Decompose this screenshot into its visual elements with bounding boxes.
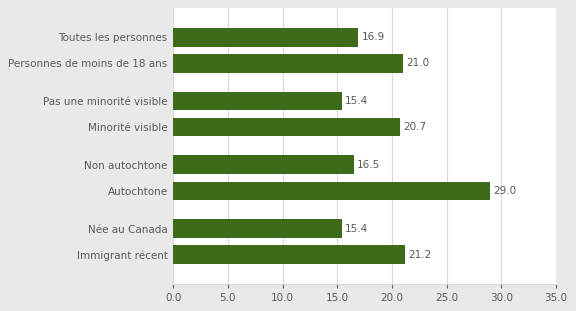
- Bar: [173, 219, 342, 238]
- Bar: [173, 182, 490, 200]
- Text: 21.0: 21.0: [406, 58, 429, 68]
- Bar: [173, 156, 354, 174]
- Bar: [173, 118, 400, 137]
- Text: 15.4: 15.4: [345, 96, 368, 106]
- Text: 15.4: 15.4: [345, 224, 368, 234]
- Bar: [173, 28, 358, 47]
- Bar: [173, 92, 342, 110]
- Bar: [173, 54, 403, 73]
- Text: 16.9: 16.9: [361, 32, 385, 42]
- Text: 20.7: 20.7: [403, 122, 426, 132]
- Bar: [173, 245, 405, 264]
- Text: 29.0: 29.0: [494, 186, 517, 196]
- Text: 21.2: 21.2: [408, 250, 431, 260]
- Text: 16.5: 16.5: [357, 160, 380, 170]
